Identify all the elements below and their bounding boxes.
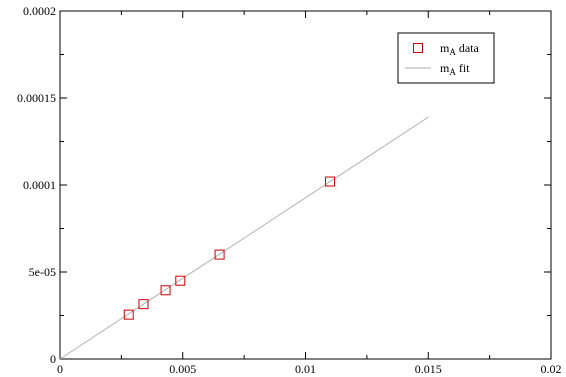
fit-line: [59, 116, 429, 360]
x-tick-label: 0.005: [169, 362, 196, 376]
y-tick-label: 0: [50, 352, 56, 366]
data-point: [214, 249, 225, 260]
data-point: [123, 309, 134, 320]
legend-box: [397, 32, 495, 84]
data-point: [160, 285, 171, 296]
x-tick-label: 0.01: [295, 362, 316, 376]
data-point: [175, 275, 186, 286]
data-point: [325, 176, 336, 187]
y-tick-label: 0.0001: [23, 178, 56, 192]
x-tick-label: 0: [57, 362, 63, 376]
x-tick-label: 0.015: [415, 362, 442, 376]
y-tick-label: 0.0002: [23, 4, 56, 18]
legend-marker-data: [413, 43, 423, 53]
legend: mA data mA fit: [397, 32, 495, 84]
y-tick-label: 0.00015: [17, 91, 56, 105]
y-tick-label: 5e-05: [29, 265, 56, 279]
x-tick-label: 0.02: [541, 362, 562, 376]
legend-entry: mA data: [440, 41, 480, 57]
legend-entry: mA fit: [440, 61, 470, 77]
data-point: [138, 299, 149, 310]
